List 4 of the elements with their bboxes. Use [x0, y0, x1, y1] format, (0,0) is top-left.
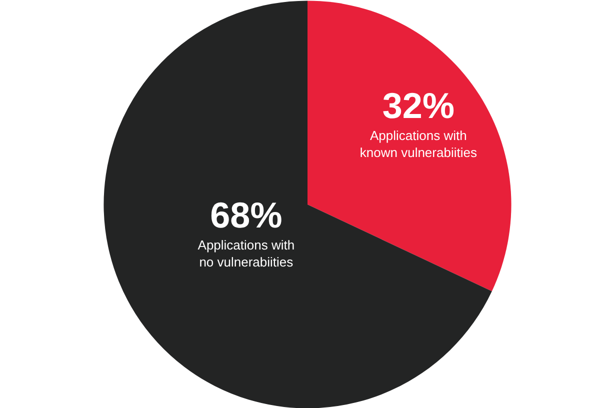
slice-label: Applications with no vulnerabiities [198, 237, 295, 270]
data-label: 68% [210, 194, 282, 236]
slice-label: Applications with known vulnerabiities [360, 128, 478, 160]
data-label: 32% [382, 84, 454, 126]
